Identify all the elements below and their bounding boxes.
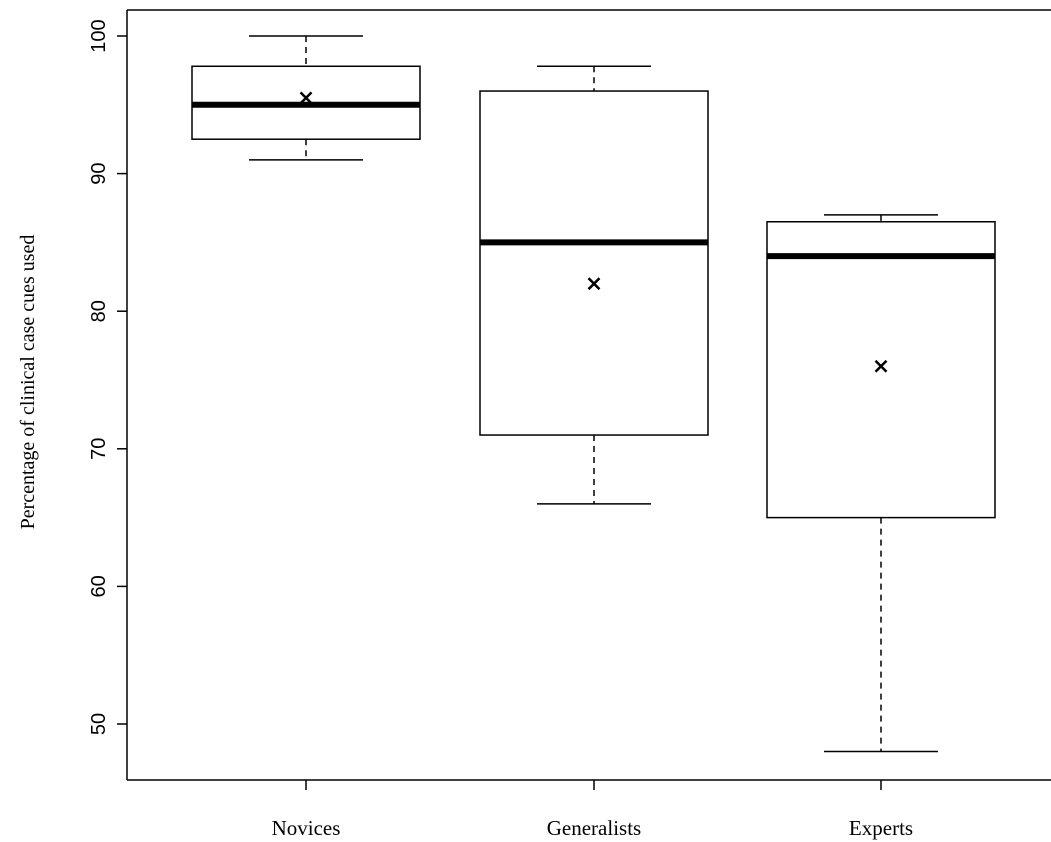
x-axis: Novices Generalists Experts — [272, 780, 913, 840]
y-tick-label: 60 — [88, 575, 110, 597]
iqr-box — [479, 90, 709, 436]
y-axis: 50 60 70 80 90 100 — [88, 19, 127, 735]
x-tick-label: Experts — [849, 816, 913, 840]
y-tick-label: 100 — [88, 19, 110, 52]
mean-marker — [874, 359, 888, 373]
box-experts — [766, 214, 996, 753]
x-tick-label: Generalists — [547, 816, 641, 840]
y-tick-label: 70 — [88, 438, 110, 460]
box-novices — [191, 35, 421, 161]
y-tick-label: 50 — [88, 713, 110, 735]
y-tick-label: 90 — [88, 162, 110, 184]
mean-marker — [299, 91, 313, 105]
x-tick-label: Novices — [272, 816, 341, 840]
mean-marker — [587, 277, 601, 291]
y-tick-label: 80 — [88, 300, 110, 322]
boxes-group — [191, 35, 996, 753]
plot-frame — [126, 9, 1051, 781]
box-generalists — [479, 65, 709, 505]
y-axis-label: Percentage of clinical case cues used — [17, 235, 39, 530]
iqr-box — [766, 221, 996, 519]
